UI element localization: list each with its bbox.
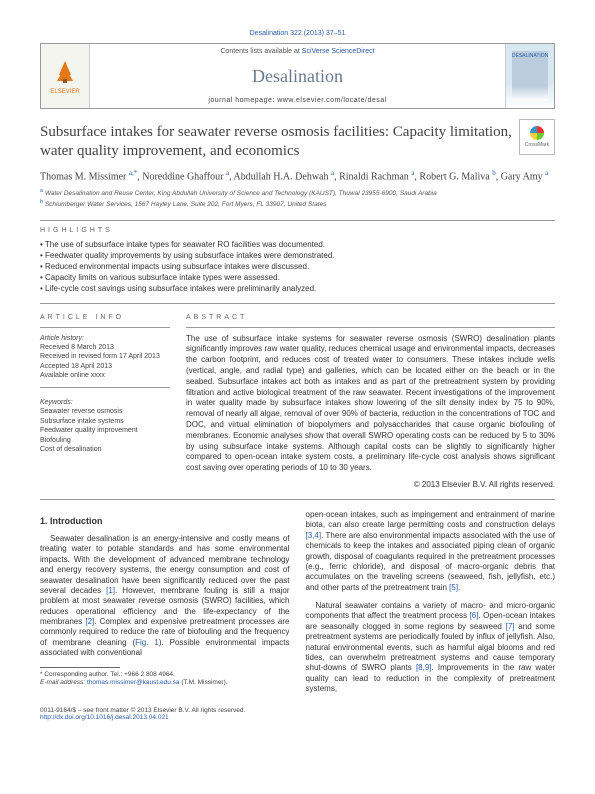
ref-link[interactable]: [5] <box>449 583 458 592</box>
keyword-item: Subsurface intake systems <box>40 417 170 426</box>
body-paragraph: Seawater desalination is an energy-inten… <box>40 534 290 659</box>
journal-homepage: journal homepage: www.elsevier.com/locat… <box>90 97 505 104</box>
keyword-item: Biofouling <box>40 436 170 445</box>
masthead: ELSEVIER Contents lists available at Sci… <box>40 43 555 109</box>
copyright: © 2013 Elsevier B.V. All rights reserved… <box>186 480 555 489</box>
highlight-item: • Life-cycle cost savings using subsurfa… <box>40 283 555 294</box>
journal-title: Desalination <box>90 66 505 87</box>
authors: Thomas M. Missimer a,*, Noreddine Ghaffo… <box>40 169 555 182</box>
ref-link[interactable]: [7] <box>506 622 515 631</box>
doi-link[interactable]: http://dx.doi.org/10.1016/j.desal.2013.0… <box>40 714 169 721</box>
publisher-logo: ELSEVIER <box>41 44 90 108</box>
highlights-list: • The use of subsurface intake types for… <box>40 239 555 295</box>
journal-cover: DESALINATION <box>505 44 554 108</box>
abstract-text: The use of subsurface intake systems for… <box>186 334 555 474</box>
article-info-label: ARTICLE INFO <box>40 314 170 321</box>
body-paragraph: open-ocean intakes, such as impingement … <box>306 510 556 593</box>
page-footer: 0011-9164/$ – see front matter © 2013 El… <box>40 707 555 721</box>
ref-link[interactable]: [2] <box>85 617 94 626</box>
elsevier-logo: ELSEVIER <box>50 57 79 95</box>
highlight-item: • Capacity limits on various subsurface … <box>40 272 555 283</box>
highlight-item: • The use of subsurface intake types for… <box>40 239 555 250</box>
abstract-label: ABSTRACT <box>186 314 555 321</box>
email-link[interactable]: thomas.missimer@kaust.edu.sa <box>87 679 180 686</box>
figure-link[interactable]: Fig. 1 <box>135 638 159 647</box>
crossmark-icon <box>530 126 544 140</box>
article-history: Article history: Received 8 March 2013 R… <box>40 334 170 381</box>
keyword-item: Cost of desalination <box>40 445 170 454</box>
homepage-url[interactable]: www.elsevier.com/locate/desal <box>277 97 386 104</box>
header-citation: Desalination 322 (2013) 37–51 <box>40 30 555 37</box>
highlights-label: HIGHLIGHTS <box>40 227 555 234</box>
tree-icon <box>51 57 79 87</box>
keywords-block: Keywords: Seawater reverse osmosisSubsur… <box>40 398 170 455</box>
corresponding-author: * Corresponding author. Tel.: +966 2 808… <box>40 671 290 688</box>
section-heading-intro: 1. Introduction <box>40 516 290 526</box>
contents-line: Contents lists available at SciVerse Sci… <box>90 48 505 55</box>
body-paragraph: Natural seawater contains a variety of m… <box>306 601 556 695</box>
keyword-item: Seawater reverse osmosis <box>40 407 170 416</box>
sciencedirect-link[interactable]: SciVerse ScienceDirect <box>302 48 375 55</box>
keyword-item: Feedwater quality improvement <box>40 426 170 435</box>
highlight-item: • Reduced environmental impacts using su… <box>40 261 555 272</box>
ref-link[interactable]: [6] <box>470 611 479 620</box>
article-title: Subsurface intakes for seawater reverse … <box>40 123 555 161</box>
affiliations: a Water Desalination and Reuse Center, K… <box>40 188 555 210</box>
highlight-item: • Feedwater quality improvements by usin… <box>40 250 555 261</box>
ref-link[interactable]: [8,9] <box>416 663 432 672</box>
crossmark-badge[interactable]: CrossMark <box>519 119 555 155</box>
ref-link[interactable]: [1] <box>106 586 115 595</box>
cover-thumb: DESALINATION <box>512 51 548 101</box>
ref-link[interactable]: [3,4] <box>306 531 322 540</box>
